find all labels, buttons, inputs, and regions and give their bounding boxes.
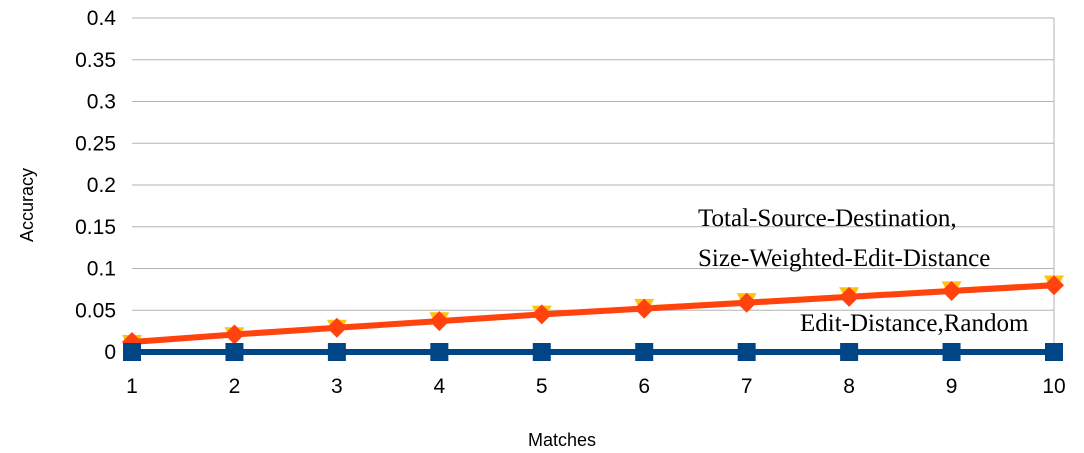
data-point	[839, 286, 860, 307]
data-point	[737, 343, 756, 361]
x-tick-label: 10	[1042, 375, 1065, 398]
y-tick-label: 0.4	[87, 7, 117, 30]
annotation-edit-distance-random: Edit-Distance,Random	[800, 310, 1029, 337]
data-point	[532, 343, 551, 361]
y-tick-label: 0	[104, 341, 116, 364]
y-tick-label: 0.1	[87, 258, 116, 281]
data-point	[1044, 275, 1064, 296]
x-tick-label: 2	[229, 375, 241, 398]
x-tick-label: 5	[536, 375, 548, 398]
y-tick-label: 0.05	[75, 299, 116, 322]
data-point	[123, 343, 141, 361]
data-point	[942, 343, 961, 361]
y-tick-label: 0.15	[75, 216, 116, 239]
y-axis-title: Accuracy	[17, 168, 37, 242]
x-tick-label: 6	[638, 375, 650, 398]
x-tick-label: 4	[433, 375, 445, 398]
series-diamond	[122, 275, 1064, 352]
data-point	[429, 311, 450, 332]
x-tick-label: 9	[946, 375, 958, 398]
data-point	[840, 343, 859, 361]
data-point	[225, 343, 244, 361]
data-point	[430, 343, 449, 361]
data-point	[327, 343, 346, 361]
data-point	[634, 298, 655, 319]
y-tick-labels: 0 0.05 0.1 0.15 0.2 0.25 0.3 0.35 0.4	[75, 7, 116, 364]
data-point	[224, 324, 245, 345]
x-tick-labels: 1 2 3 4 5 6 7 8 9 10	[126, 375, 1066, 398]
data-point	[635, 343, 654, 361]
annotation-size-weighted-edit-distance: Size-Weighted-Edit-Distance	[698, 245, 990, 272]
x-tick-label: 7	[741, 375, 753, 398]
y-tick-label: 0.2	[87, 174, 116, 197]
data-point	[531, 304, 552, 325]
data-point	[1045, 343, 1063, 361]
x-tick-label: 8	[843, 375, 855, 398]
x-tick-label: 1	[126, 375, 138, 398]
y-tick-label: 0.25	[75, 132, 116, 155]
y-tick-label: 0.3	[87, 91, 116, 114]
x-tick-label: 3	[331, 375, 343, 398]
y-tick-label: 0.35	[75, 49, 116, 72]
gridlines	[132, 17, 1055, 353]
data-point	[941, 281, 962, 302]
data-point	[326, 317, 347, 338]
data-point	[736, 292, 757, 313]
series-square	[123, 343, 1063, 361]
series-layer	[122, 275, 1064, 361]
x-axis-title: Matches	[528, 430, 596, 450]
annotation-total-source-destination: Total-Source-Destination,	[698, 205, 957, 232]
series-line	[131, 282, 1055, 345]
annotations: Total-Source-Destination, Size-Weighted-…	[698, 205, 1029, 337]
